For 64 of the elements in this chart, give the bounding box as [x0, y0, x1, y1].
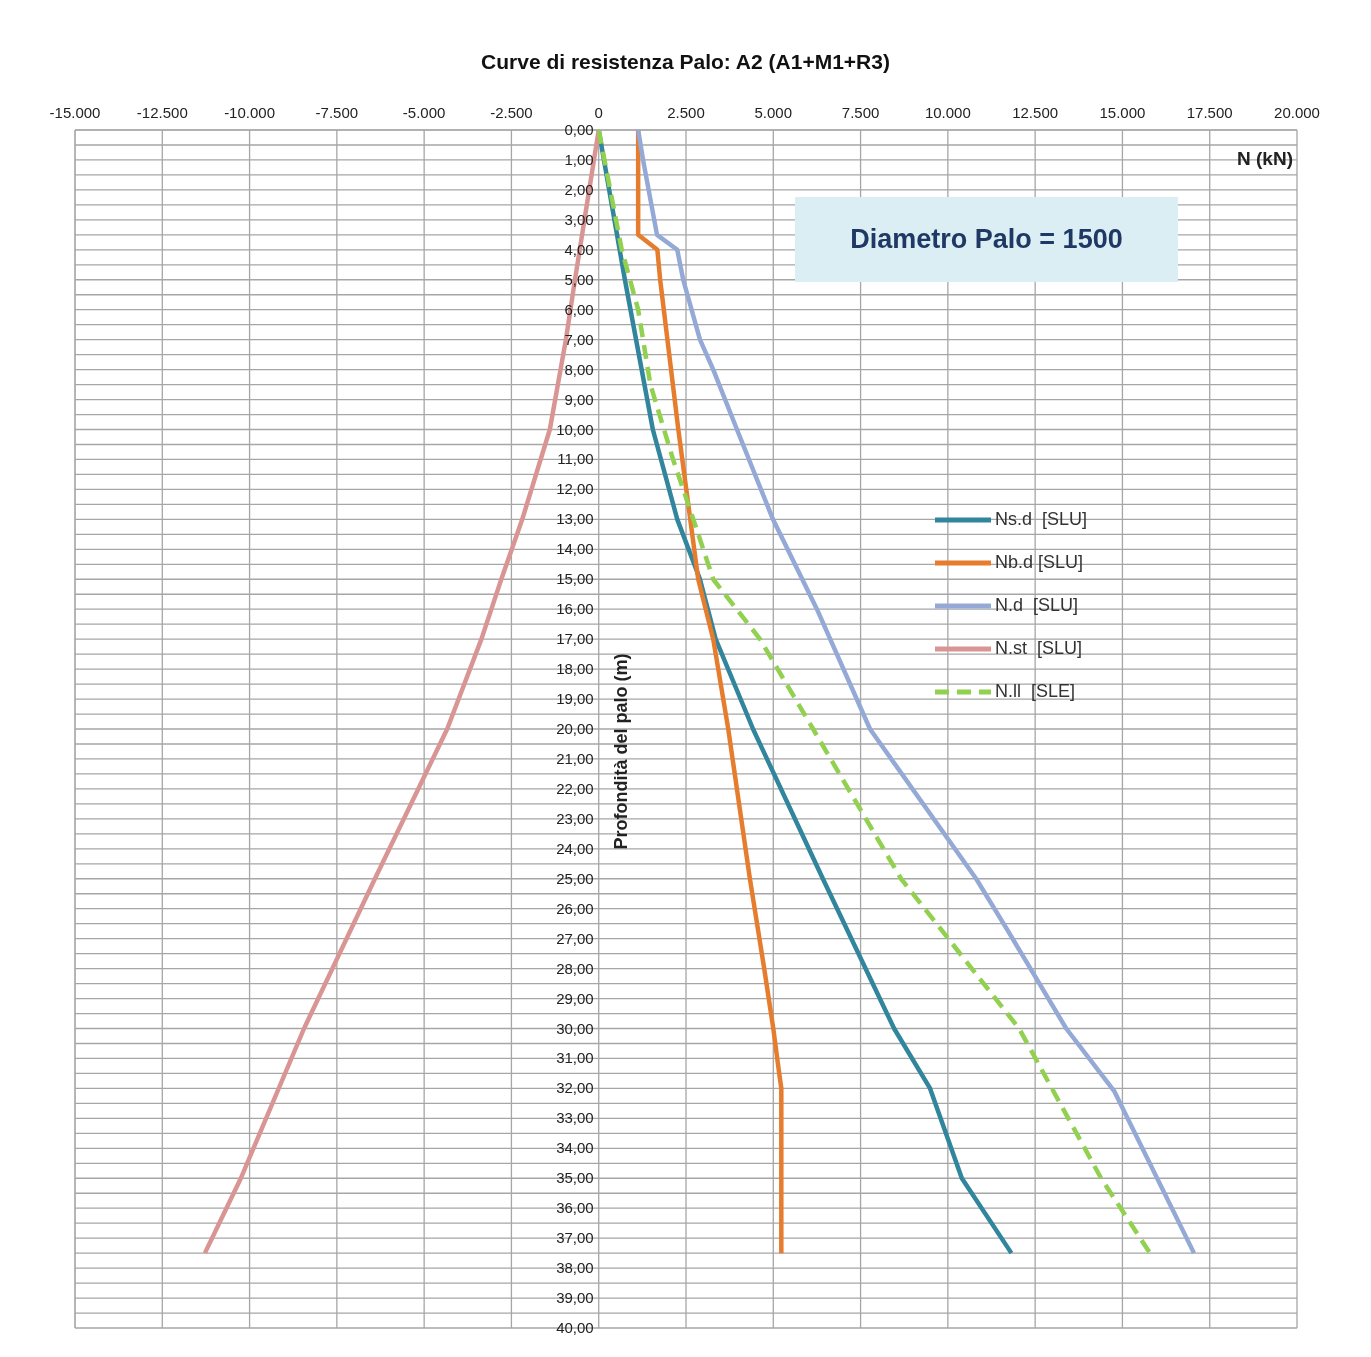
y-tick-label: 7,00	[564, 330, 594, 348]
y-tick-label: 22,00	[556, 779, 594, 797]
y-tick-label: 29,00	[556, 989, 594, 1007]
x-tick-label: 17.500	[1186, 104, 1233, 121]
x-tick-label: 7.500	[841, 104, 880, 121]
y-tick-label: 33,00	[556, 1109, 594, 1127]
y-tick-label: 2,00	[564, 180, 594, 198]
y-tick-label: 15,00	[556, 570, 594, 588]
y-tick-label: 17,00	[556, 630, 594, 648]
y-tick-label: 9,00	[564, 390, 594, 408]
y-tick-label: 18,00	[556, 660, 594, 678]
x-tick-label: -2.500	[490, 104, 533, 121]
y-tick-label: 11,00	[557, 450, 594, 468]
y-tick-label: 6,00	[564, 300, 594, 318]
x-tick-label: -5.000	[402, 104, 446, 121]
x-tick-label: 20.000	[1274, 104, 1320, 121]
y-tick-label: 38,00	[556, 1259, 594, 1277]
legend-label: Ns.d [SLU]	[995, 509, 1088, 530]
y-axis-title: Profondità del palo (m)	[610, 652, 632, 852]
y-tick-label: 37,00	[556, 1229, 594, 1247]
y-tick-label: 24,00	[556, 839, 594, 857]
y-tick-label: 39,00	[556, 1289, 594, 1307]
x-tick-label: 10.000	[924, 104, 971, 121]
x-tick-label: -10.000	[224, 104, 276, 121]
y-tick-label: 40,00	[556, 1319, 594, 1336]
y-tick-label: 19,00	[556, 690, 594, 708]
legend-label: N.d [SLU]	[995, 595, 1079, 616]
y-tick-label: 36,00	[556, 1199, 594, 1217]
y-tick-label: 10,00	[556, 420, 594, 438]
y-tick-label: 28,00	[556, 959, 594, 977]
y-tick-label: 8,00	[564, 360, 594, 378]
y-tick-label: 21,00	[556, 749, 594, 767]
y-tick-label: 1,00	[564, 150, 594, 168]
x-tick-label: 0	[594, 104, 603, 121]
legend-label: Nb.d [SLU]	[995, 552, 1084, 573]
y-tick-label: 30,00	[556, 1019, 594, 1037]
y-tick-label: 26,00	[556, 899, 594, 917]
y-tick-label: 4,00	[564, 240, 594, 258]
y-tick-label: 5,00	[564, 270, 594, 288]
y-tick-label: 25,00	[556, 869, 594, 887]
x-tick-label: 12.500	[1012, 104, 1059, 121]
chart-title: Curve di resistenza Palo: A2 (A1+M1+R3)	[480, 50, 891, 74]
y-tick-label: 31,00	[556, 1049, 594, 1067]
y-tick-label: 27,00	[556, 929, 594, 947]
y-tick-label: 34,00	[556, 1139, 594, 1157]
y-tick-label: 23,00	[556, 809, 594, 827]
legend-label: N.ll [SLE]	[995, 681, 1076, 702]
x-tick-label: 2.500	[667, 104, 705, 121]
y-tick-label: 32,00	[556, 1079, 594, 1097]
y-tick-label: 0,00	[564, 121, 594, 138]
x-tick-label: -7.500	[315, 104, 359, 121]
y-tick-label: 14,00	[556, 540, 594, 558]
legend-label: N.st [SLU]	[995, 638, 1083, 659]
x-axis-title: N (kN)	[1236, 148, 1293, 170]
x-tick-label: -12.500	[136, 104, 188, 121]
x-tick-label: 5.000	[754, 104, 793, 121]
x-tick-label: 15.000	[1099, 104, 1146, 121]
y-tick-label: 20,00	[556, 720, 594, 737]
y-tick-label: 12,00	[556, 480, 594, 498]
y-tick-label: 16,00	[556, 600, 594, 618]
y-tick-label: 13,00	[556, 510, 594, 528]
y-tick-label: 35,00	[556, 1169, 594, 1187]
y-tick-label: 3,00	[564, 210, 594, 228]
x-tick-label: -15.000	[49, 104, 101, 121]
